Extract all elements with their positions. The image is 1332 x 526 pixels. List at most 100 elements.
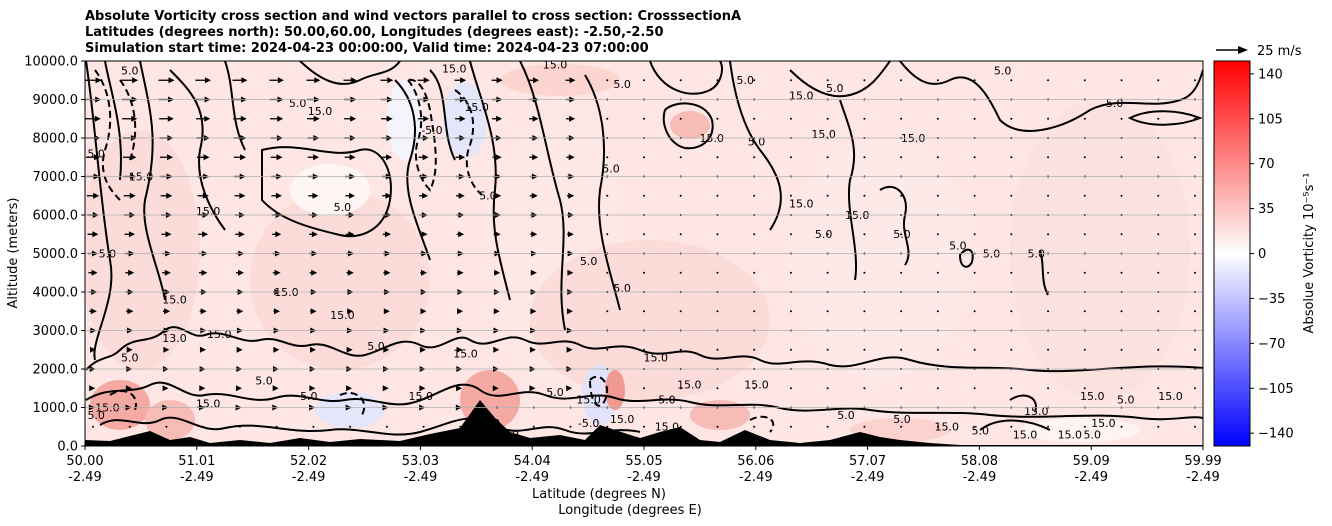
wind-vector-dot bbox=[1010, 117, 1013, 120]
contour-label: 15.0 bbox=[1058, 428, 1083, 441]
contour-label: 15.0 bbox=[464, 101, 489, 114]
wind-vector-head bbox=[422, 154, 429, 161]
wind-vector bbox=[528, 77, 540, 84]
wind-vector-dot bbox=[606, 79, 609, 82]
wind-vector bbox=[124, 231, 135, 238]
wind-vector-head bbox=[530, 308, 537, 315]
wind-vector-head bbox=[422, 192, 429, 199]
wind-vector-dot bbox=[1083, 310, 1086, 313]
wind-vector-dot bbox=[863, 310, 866, 313]
wind-vector-head bbox=[236, 346, 243, 353]
wind-vector bbox=[492, 115, 503, 122]
x-tick-label-longitude: -2.49 bbox=[404, 470, 438, 485]
wind-vector bbox=[492, 385, 499, 392]
wind-vector-head bbox=[419, 346, 426, 353]
wind-vector-dot bbox=[1010, 387, 1013, 390]
contour-label: 5.0 bbox=[826, 82, 844, 95]
wind-vector-dot bbox=[936, 348, 939, 351]
wind-vector-dot bbox=[679, 117, 682, 120]
terrain bbox=[85, 400, 1203, 446]
wind-vector bbox=[199, 308, 207, 315]
wind-vector-head bbox=[530, 269, 537, 276]
wind-vector bbox=[529, 192, 538, 199]
y-gridlines bbox=[85, 99, 1203, 408]
contour-label: 15.0 bbox=[1158, 390, 1183, 403]
wind-vector-head bbox=[203, 154, 210, 161]
wind-vector bbox=[89, 385, 96, 392]
x-tick-label-longitude: -2.49 bbox=[627, 470, 661, 485]
wind-vector-dot bbox=[606, 156, 609, 159]
wind-vector bbox=[89, 308, 97, 315]
wind-vector-dot bbox=[936, 387, 939, 390]
x-tick-label-latitude: 54.04 bbox=[514, 454, 551, 469]
wind-vector bbox=[123, 192, 136, 199]
contour-label: 5.0 bbox=[1083, 428, 1101, 441]
wind-vector-head bbox=[202, 231, 209, 238]
wind-vector-head bbox=[532, 154, 539, 161]
wind-vector-dot bbox=[716, 194, 719, 197]
wind-vector bbox=[162, 308, 171, 315]
wind-vector-dot bbox=[1083, 348, 1086, 351]
contour-label: 15.0 bbox=[811, 128, 836, 141]
wind-vector-dot bbox=[643, 194, 645, 197]
wind-vector-head bbox=[348, 192, 355, 199]
wind-vector bbox=[126, 346, 133, 353]
wind-vector-dot bbox=[1120, 387, 1123, 390]
contour-label: 15.0 bbox=[789, 90, 814, 103]
wind-vector-dot bbox=[1083, 387, 1086, 390]
wind-vector bbox=[199, 385, 206, 392]
wind-vector-dot bbox=[753, 117, 756, 120]
wind-vector-head bbox=[568, 154, 575, 161]
wind-vector-dot bbox=[1083, 233, 1086, 236]
x-tick-label-latitude: 57.07 bbox=[849, 454, 886, 469]
x-tick-label-longitude: -2.49 bbox=[1186, 470, 1220, 485]
contour-label: 15.0 bbox=[196, 398, 221, 411]
wind-vector-head bbox=[567, 231, 574, 238]
wind-vector bbox=[347, 308, 354, 315]
contour-label: 5.0 bbox=[87, 147, 105, 160]
wind-vector bbox=[343, 77, 357, 84]
wind-vector-dot bbox=[1194, 425, 1196, 428]
contour-label: 15.0 bbox=[934, 421, 959, 434]
wind-vector-head bbox=[421, 269, 428, 276]
wind-vector-dot bbox=[716, 310, 719, 313]
wind-vector-dot bbox=[789, 233, 792, 236]
contour-label: 5.0 bbox=[479, 190, 497, 203]
wind-vector bbox=[344, 115, 357, 122]
chart-title-line-1: Absolute Vorticity cross section and win… bbox=[85, 9, 742, 24]
wind-vector bbox=[566, 308, 573, 315]
contour-label: 15.0 bbox=[207, 328, 232, 341]
wind-vector-dot bbox=[1194, 387, 1196, 390]
wind-vector-head bbox=[459, 154, 466, 161]
contour-label: 13.0 bbox=[162, 332, 187, 345]
x-axis-label-longitude: Longitude (degrees E) bbox=[558, 503, 702, 518]
wind-vector bbox=[381, 154, 393, 161]
wind-vector-head bbox=[276, 154, 283, 161]
x-tick-label-longitude: -2.49 bbox=[851, 470, 885, 485]
wind-vector-dot bbox=[1194, 79, 1196, 82]
wind-vector bbox=[566, 192, 575, 199]
wind-vector-head bbox=[199, 346, 206, 353]
wind-vector-head bbox=[313, 154, 320, 161]
y-axis-label: Altitude (meters) bbox=[6, 198, 21, 309]
colorbar-tick-label: −35 bbox=[1258, 292, 1285, 307]
wind-vector-dot bbox=[789, 387, 792, 390]
wind-vector-dot bbox=[753, 387, 756, 390]
wind-vector-dot bbox=[1047, 310, 1050, 313]
wind-vector bbox=[346, 385, 353, 392]
contour-label: 5.0 bbox=[893, 413, 911, 426]
wind-vector-dot bbox=[1157, 271, 1160, 274]
wind-vector-dot bbox=[826, 233, 829, 236]
wind-vector bbox=[236, 308, 244, 315]
colorbar-tick-label: −70 bbox=[1258, 337, 1285, 352]
wind-vector-head bbox=[95, 77, 102, 84]
wind-vector-head bbox=[350, 77, 357, 84]
wind-vector-dot bbox=[789, 271, 792, 274]
wind-vector-head bbox=[131, 115, 138, 122]
wind-vector-head bbox=[496, 77, 503, 84]
wind-vector-head bbox=[238, 269, 245, 276]
wind-vector-dot bbox=[936, 271, 939, 274]
wind-vector-head bbox=[492, 385, 499, 392]
wind-vector-dot bbox=[679, 348, 682, 351]
